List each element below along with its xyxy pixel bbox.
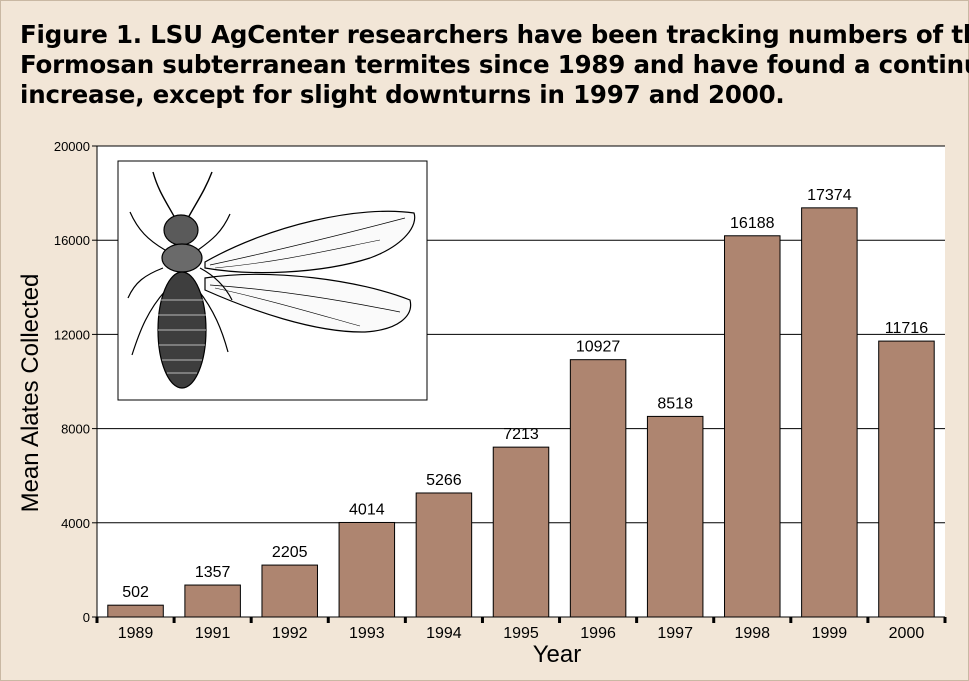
bar-1997 xyxy=(646,415,704,618)
data-label-1994: 5266 xyxy=(426,472,462,489)
termite-illustration xyxy=(117,160,428,401)
x-tick-label-1996: 1996 xyxy=(580,625,616,642)
x-tick-label-1994: 1994 xyxy=(426,625,462,642)
bar-1995 xyxy=(492,446,550,618)
bar-1993 xyxy=(338,521,396,618)
bar-1998 xyxy=(724,235,781,618)
y-tick-label: 12000 xyxy=(54,327,90,342)
data-label-2000: 11716 xyxy=(885,320,928,337)
y-tick-label: 4000 xyxy=(61,516,90,531)
x-tick-label-1998: 1998 xyxy=(734,625,770,642)
figure-title-line-2: Formosan subterranean termites since 198… xyxy=(20,50,969,79)
data-labels: 502 1357 2205 4014 5266 7213 10927 8518 16188 173… xyxy=(122,187,928,601)
x-tick-label-1991: 1991 xyxy=(195,625,231,642)
data-label-1999: 17374 xyxy=(807,187,852,204)
figure-title-line-3: increase, except for slight downturns in… xyxy=(20,80,785,109)
x-tick-label-1993: 1993 xyxy=(349,625,385,642)
bar-1992 xyxy=(261,564,318,618)
x-tick-label-1992: 1992 xyxy=(272,625,308,642)
data-label-1991: 1357 xyxy=(195,564,231,581)
x-tick-label-1999: 1999 xyxy=(812,625,848,642)
bar-2000 xyxy=(878,340,935,618)
x-tick-label-1997: 1997 xyxy=(657,625,693,642)
x-axis-ticks: 1989 1991 1992 1993 1994 1995 1996 1997 1998 1999… xyxy=(95,617,947,642)
bar-1996 xyxy=(569,359,627,618)
data-label-1995: 7213 xyxy=(503,426,539,443)
y-tick-label: 16000 xyxy=(54,233,90,248)
data-label-1998: 16188 xyxy=(730,215,775,232)
bar-1991 xyxy=(184,584,241,618)
bar-1989 xyxy=(107,604,164,618)
figure-title: Figure 1. LSU AgCenter researchers have … xyxy=(20,20,969,110)
bar-1999 xyxy=(801,207,858,618)
y-tick-label: 0 xyxy=(83,610,90,625)
x-tick-label-1989: 1989 xyxy=(118,625,154,642)
x-tick-label-1995: 1995 xyxy=(503,625,539,642)
data-label-1989: 502 xyxy=(122,584,149,601)
y-tick-label: 20000 xyxy=(54,139,90,154)
x-tick-label-2000: 2000 xyxy=(889,625,925,642)
bar-1994 xyxy=(415,492,473,618)
data-label-1997: 8518 xyxy=(657,395,693,412)
figure-title-line-1: Figure 1. LSU AgCenter researchers have … xyxy=(20,20,969,49)
data-label-1992: 2205 xyxy=(272,544,308,561)
termite-alate-icon xyxy=(127,171,416,389)
y-axis-ticks: 0 4000 8000 12000 16000 20000 xyxy=(54,139,97,625)
x-axis-title: Year xyxy=(533,641,582,668)
y-axis-title: Mean Alates Collected xyxy=(17,274,44,513)
bars xyxy=(107,207,935,618)
y-tick-label: 8000 xyxy=(61,422,90,437)
data-label-1996: 10927 xyxy=(576,339,621,356)
data-label-1993: 4014 xyxy=(349,501,385,518)
